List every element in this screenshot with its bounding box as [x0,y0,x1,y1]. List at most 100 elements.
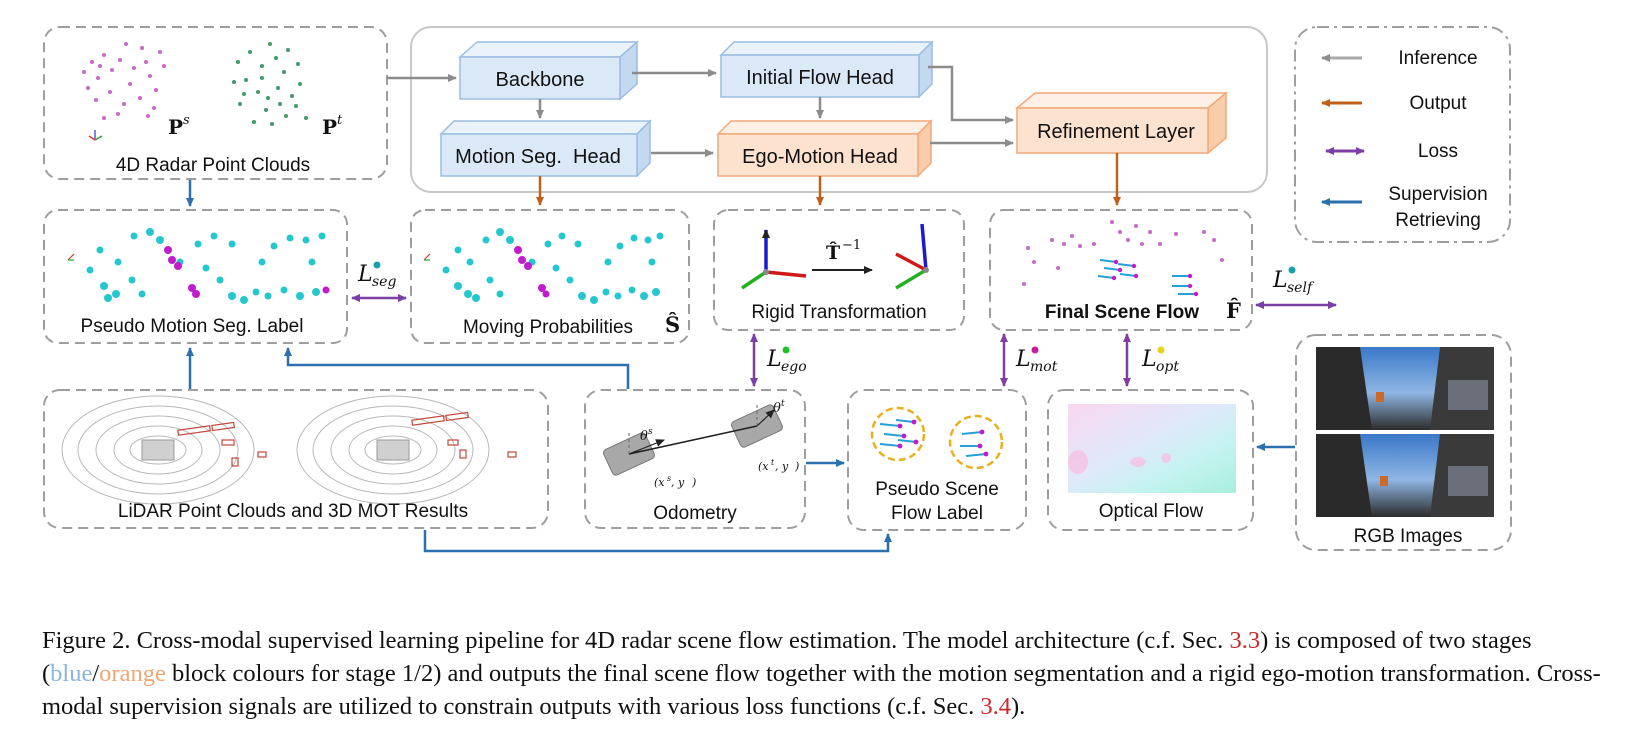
legend-retrieving-label: Retrieving [1395,210,1481,231]
motion-seg-head-block: Motion Seg. Head [439,119,652,178]
rigid-frames [741,223,929,290]
loss-opt-base: L [1141,347,1157,372]
moving-prob-panel [410,209,690,344]
caption-slash: / [92,660,100,687]
refinement-layer-label: Refinement Layer [1037,121,1195,143]
odometry-panel [584,389,806,529]
odometry-pos-s-x: (x [654,476,665,489]
loss-mot-dot [1031,346,1039,354]
caption-ref-1[interactable]: 3.3 [1229,627,1261,654]
odometry-pos-t: (x t , y ) [758,458,799,473]
arrow-initial-flow-to-refinement [928,65,1014,124]
legend-output-label: Output [1409,93,1467,114]
radar-source-axes [88,130,103,141]
loss-self-base: L [1272,268,1288,293]
lidar-mot-boxes-left [177,421,267,467]
backbone-label: Backbone [496,69,585,91]
rigid-label: Rigid Transformation [751,302,926,323]
final-flow-panel [989,209,1253,331]
loss-seg-base: L [357,262,373,287]
pseudo-seg-panel [43,209,348,344]
loss-opt-dot [1157,346,1165,354]
moving-prob-label: Moving Probabilities [463,317,633,338]
rigid-superscript: −1 [842,238,861,253]
rgb-image-top [1316,347,1494,430]
optical-flow-label: Optical Flow [1099,501,1204,522]
odometry-pos-s-y: , y [671,476,685,489]
loss-mot-base: L [1015,347,1031,372]
lidar-scan-left [61,395,255,505]
pipeline-diagram: Backbone Initial Flow Head Motion Seg. H… [43,26,1512,553]
legend: Inference Output Loss Supervision Retrie… [1321,48,1488,231]
rgb-image-bottom [1316,434,1494,517]
pseudo-flow-panel [847,389,1027,531]
legend-loss-label: Loss [1418,141,1458,162]
rigid-panel [713,209,965,331]
odometry-pos-s-end: ) [691,476,696,489]
odometry-theta-t-sup: t [781,399,785,409]
pseudo-flow-label-line1: Pseudo Scene [875,479,999,500]
radar-ps-symbol: P [168,115,183,139]
caption-part-1: Figure 2. Cross-modal supervised learnin… [42,627,1230,654]
rgb-panel [1295,334,1512,551]
lidar-label: LiDAR Point Clouds and 3D MOT Results [118,501,468,522]
odometry-pos-t-sup: t [771,458,775,467]
odometry-pos-t-end: ) [794,460,799,473]
loss-mot-sub: mot [1030,359,1058,375]
ego-motion-head-label: Ego-Motion Head [742,146,898,168]
rigid-symbol: T̂ [826,242,840,264]
odometry-pos-t-y: , y [775,460,789,473]
network-panel [410,26,1268,193]
initial-flow-head-block: Initial Flow Head [719,40,934,99]
loss-seg-sub: seg [372,274,396,290]
pseudo-flow-objects [870,406,1004,470]
radar-panel-label: 4D Radar Point Clouds [116,155,310,176]
odometry-pos-s-sup: s [667,474,671,483]
loss-self-sub: self [1287,280,1315,296]
radar-pt-superscript: t [337,113,343,128]
radar-pt-symbol: P [322,115,337,139]
loss-mot-label: L mot [1015,346,1058,375]
motion-seg-head-label: Motion Seg. Head [455,146,621,168]
legend-panel [1294,26,1511,243]
loss-opt-label: L opt [1141,346,1179,375]
legend-supervision-label: Supervision [1388,184,1487,205]
caption-part-2: ) is composed of two stages ( [42,627,1532,687]
final-flow-label: Final Scene Flow [1045,302,1199,323]
lidar-scan-right [296,395,490,505]
loss-opt-sub: opt [1156,359,1179,375]
odometry-pos-t-x: (x [758,460,769,473]
odometry-theta-s: θ [640,429,648,444]
backbone-block: Backbone [458,40,639,101]
radar-source-cloud [82,42,166,120]
final-flow-symbol: F̂ [1226,298,1241,323]
optical-flow-image [1068,404,1236,493]
pseudo-flow-label-line2: Flow Label [891,503,983,524]
initial-flow-head-label: Initial Flow Head [746,67,894,89]
caption-ref-2[interactable]: 3.4 [980,693,1011,720]
caption-orange: orange [99,660,166,687]
odometry-theta-s-sup: s [648,427,653,437]
odometry-theta-t: θ [773,401,781,416]
optical-flow-blobs [1068,450,1171,474]
loss-ego-base: L [766,347,782,372]
refinement-layer-block: Refinement Layer [1014,91,1229,155]
loss-seg-dot [373,261,381,269]
loss-seg-label: L seg [357,261,396,290]
caption-part-3: block colours for stage 1/2) and outputs… [42,660,1601,720]
loss-ego-sub: ego [781,359,807,375]
radar-target-cloud [232,42,308,126]
rgb-label: RGB Images [1354,526,1463,547]
moving-prob-cloud [423,228,664,304]
arrow-odometry-to-pseudo-seg [284,347,630,389]
pseudo-seg-label: Pseudo Motion Seg. Label [81,316,304,337]
odometry-label: Odometry [653,503,737,524]
moving-prob-symbol: Ŝ [665,312,680,337]
optical-flow-panel [1047,389,1254,531]
loss-self-dot [1288,266,1296,274]
loss-ego-dot [782,346,790,354]
odometry-vehicles [603,402,783,476]
arrow-lidar-to-pseudo-flow [423,530,892,553]
caption-blue: blue [50,660,93,687]
ego-motion-head-block: Ego-Motion Head [716,119,933,178]
